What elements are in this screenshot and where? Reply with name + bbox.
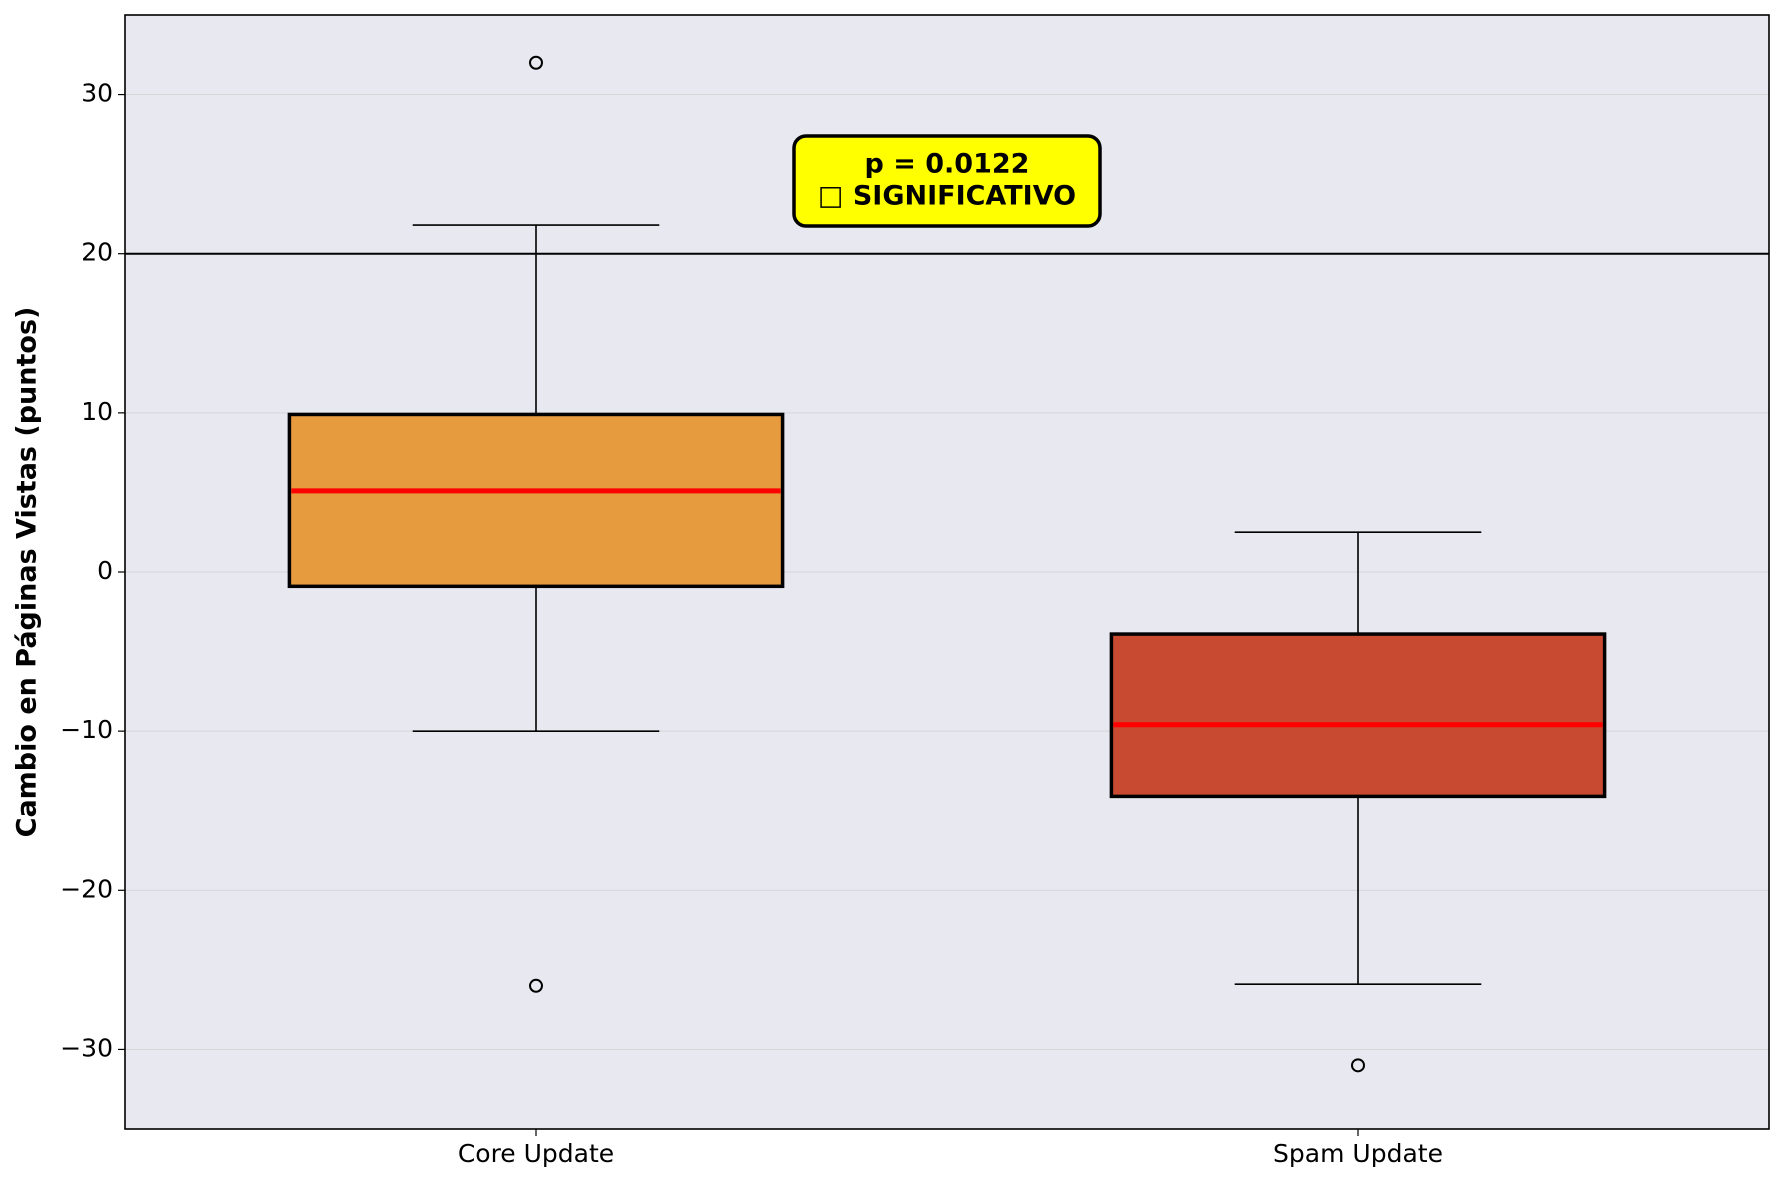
box [1109, 632, 1607, 799]
x-tick-label: Core Update [458, 1139, 614, 1168]
y-tick-label: 20 [81, 238, 113, 267]
box [287, 412, 785, 589]
outlier [529, 55, 543, 70]
y-tick-label: −10 [60, 715, 113, 744]
plot-frame [124, 14, 1770, 1130]
y-tick-label: −20 [60, 874, 113, 903]
x-tick-label: Spam Update [1273, 1139, 1443, 1168]
outlier [1351, 1058, 1365, 1073]
y-tick-label: −30 [60, 1033, 113, 1062]
annotation-box [792, 134, 1102, 228]
annotation-text: p = 0.0122 [865, 149, 1030, 180]
outlier [529, 978, 543, 993]
y-axis-label: Cambio en Páginas Vistas (puntos) [12, 307, 43, 838]
annotation-text: □ SIGNIFICATIVO [818, 181, 1076, 212]
y-tick-label: 10 [81, 397, 113, 426]
y-tick-label: 0 [97, 556, 113, 585]
y-tick-label: 30 [81, 79, 113, 108]
